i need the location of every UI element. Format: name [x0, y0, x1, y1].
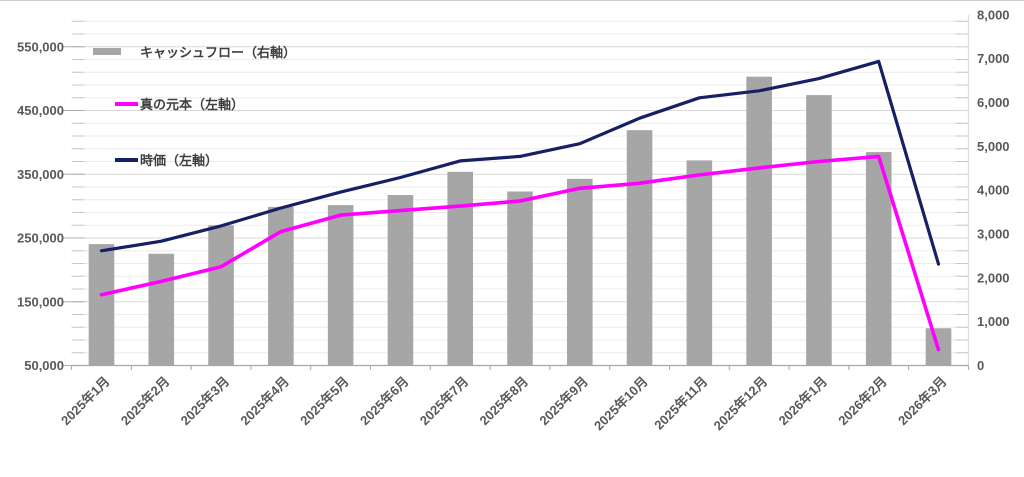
x-axis-category-label: 2025年6月 [357, 374, 412, 429]
right-axis-tick-label: 5,000 [977, 139, 1010, 154]
x-axis-category-label: 2026年1月 [775, 374, 830, 429]
legend-item-marketvalue[interactable]: 時価（左軸） [115, 150, 218, 169]
right-axis-tick-label: 4,000 [977, 183, 1010, 198]
x-axis-category-label: 2025年3月 [178, 374, 233, 429]
legend-item-cashflow[interactable]: キャッシュフロー（右軸） [93, 42, 296, 61]
right-axis-tick-label: 3,000 [977, 227, 1010, 242]
line-真の元本（左軸）[interactable] [99, 154, 941, 352]
bar-2025年12月[interactable] [746, 76, 772, 366]
bar-2025年6月[interactable] [387, 195, 414, 366]
legend-label-principal: 真の元本（左軸） [140, 97, 245, 112]
left-axis-tick-label: 350,000 [17, 167, 64, 182]
x-axis-category-label: 2026年2月 [835, 374, 890, 429]
bar-swatch-icon [93, 48, 121, 55]
bar-2025年8月[interactable] [507, 191, 533, 366]
left-axis-tick-label: 250,000 [17, 231, 64, 246]
x-axis-category-label: 2025年4月 [237, 374, 292, 429]
line-swatch-icon [115, 101, 138, 106]
right-axis-tick-label: 8,000 [977, 7, 1010, 22]
line-swatch-icon [115, 157, 138, 162]
right-axis-tick-label: 7,000 [977, 51, 1010, 66]
right-axis-tick-label: 2,000 [977, 270, 1010, 285]
bar-2026年1月[interactable] [806, 95, 832, 366]
bar-2025年2月[interactable] [148, 253, 175, 366]
x-axis-category-label: 2025年1月 [58, 374, 113, 429]
legend-item-principal[interactable]: 真の元本（左軸） [115, 94, 244, 113]
x-axis-category-label: 2026年3月 [895, 374, 950, 429]
line-時価（左軸）[interactable] [99, 59, 941, 266]
right-axis-tick-label: 0 [977, 358, 984, 373]
left-axis-tick-label: 150,000 [17, 294, 64, 309]
bar-2025年5月[interactable] [327, 205, 354, 366]
bar-2025年1月[interactable] [88, 244, 115, 366]
x-axis-category-label: 2025年9月 [536, 374, 591, 429]
left-axis-tick-label: 450,000 [17, 103, 64, 118]
x-axis-category-label: 2025年11月 [651, 374, 710, 433]
legend-label-cashflow: キャッシュフロー（右軸） [140, 45, 297, 60]
bar-2025年10月[interactable] [626, 130, 653, 366]
left-axis-tick-label: 50,000 [24, 358, 64, 373]
left-axis-tick-label: 550,000 [17, 39, 64, 54]
x-axis-category-label: 2025年2月 [118, 374, 173, 429]
bar-2025年7月[interactable] [447, 171, 474, 366]
bar-2025年11月[interactable] [686, 160, 713, 366]
x-axis-category-label: 2025年8月 [477, 374, 532, 429]
x-axis-category-label: 2025年7月 [417, 374, 472, 429]
legend-label-marketvalue: 時価（左軸） [140, 153, 219, 168]
bar-2025年9月[interactable] [566, 178, 593, 366]
x-axis-category-label: 2025年10月 [591, 374, 651, 434]
bar-2025年3月[interactable] [208, 225, 234, 366]
x-axis-category-label: 2025年5月 [297, 374, 352, 429]
x-axis-category-label: 2025年12月 [711, 374, 771, 434]
right-axis-tick-label: 1,000 [977, 314, 1010, 329]
right-axis-tick-label: 6,000 [977, 95, 1010, 110]
